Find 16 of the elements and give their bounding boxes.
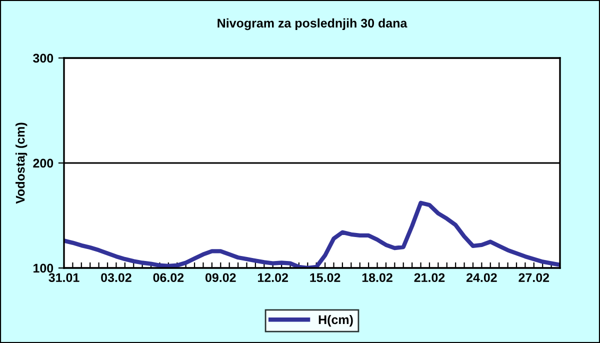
y-tick-label: 300 (33, 54, 54, 63)
y-axis-title: Vodostaj (cm) (16, 122, 28, 204)
y-tick-label: 100 (34, 264, 54, 273)
x-tick-label: 09.02 (205, 273, 236, 282)
chart-title: Nivogram za poslednjih 30 dana (218, 18, 408, 30)
x-tick-label: 27.02 (518, 273, 550, 282)
x-tick-label: 18.02 (362, 273, 392, 282)
x-tick-label: 15.02 (310, 273, 340, 282)
y-tick-label: 200 (33, 158, 54, 168)
x-tick-label: 12.02 (258, 273, 288, 282)
x-tick-label: 21.02 (414, 273, 445, 282)
x-tick-label: 03.02 (101, 273, 132, 282)
x-tick-label: 06.02 (153, 273, 184, 282)
x-tick-label: 31.01 (48, 273, 80, 282)
legend-label: H(cm) (318, 314, 353, 327)
x-tick-label: 24.02 (466, 273, 497, 282)
